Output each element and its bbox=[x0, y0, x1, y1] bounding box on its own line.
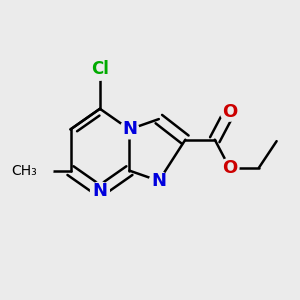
Text: O: O bbox=[222, 159, 237, 177]
Circle shape bbox=[220, 158, 239, 177]
Text: N: N bbox=[92, 182, 107, 200]
Text: N: N bbox=[122, 120, 137, 138]
Text: Cl: Cl bbox=[91, 60, 109, 78]
Circle shape bbox=[91, 182, 110, 201]
Circle shape bbox=[120, 120, 139, 139]
Circle shape bbox=[149, 172, 168, 190]
Circle shape bbox=[89, 58, 111, 80]
Text: CH₃: CH₃ bbox=[11, 164, 37, 178]
Circle shape bbox=[220, 102, 239, 121]
Circle shape bbox=[26, 158, 53, 184]
Text: O: O bbox=[222, 103, 237, 121]
Text: N: N bbox=[151, 172, 166, 190]
